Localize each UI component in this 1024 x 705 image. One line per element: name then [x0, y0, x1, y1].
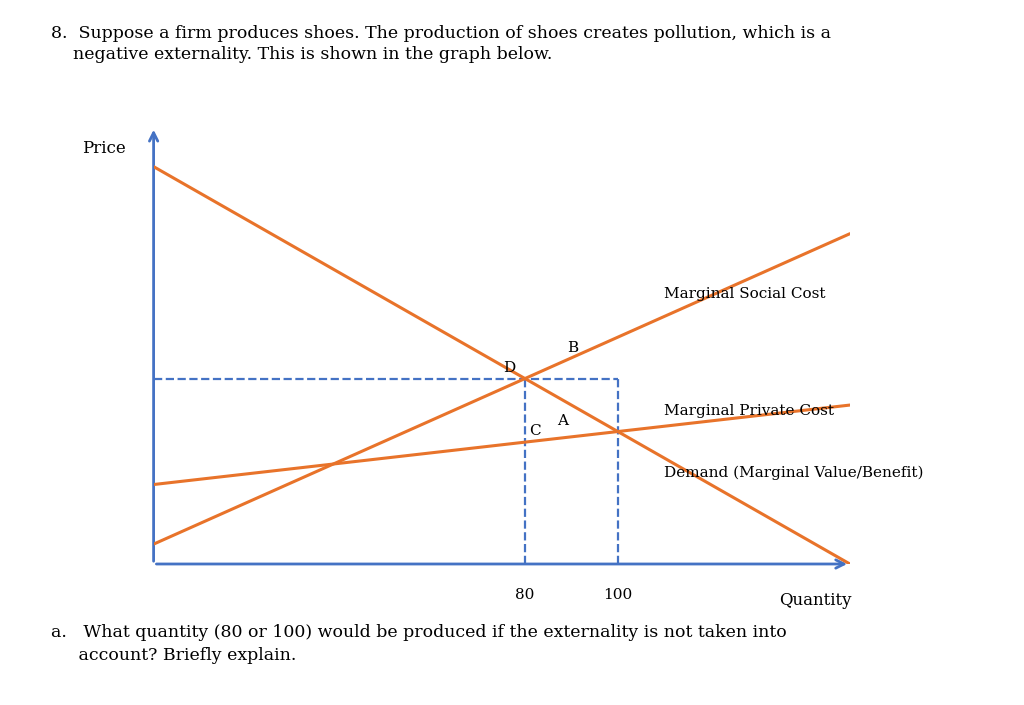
Text: Quantity: Quantity	[779, 591, 851, 609]
Text: Price: Price	[82, 140, 126, 157]
Text: Marginal Private Cost: Marginal Private Cost	[665, 404, 835, 418]
Text: Marginal Social Cost: Marginal Social Cost	[665, 286, 825, 300]
Text: a.   What quantity (80 or 100) would be produced if the externality is not taken: a. What quantity (80 or 100) would be pr…	[51, 624, 787, 641]
Text: negative externality. This is shown in the graph below.: negative externality. This is shown in t…	[51, 46, 553, 63]
Text: Demand (Marginal Value/Benefit): Demand (Marginal Value/Benefit)	[665, 466, 924, 480]
Text: D: D	[504, 360, 516, 374]
Text: C: C	[529, 424, 542, 439]
Text: account? Briefly explain.: account? Briefly explain.	[51, 647, 297, 664]
Text: 100: 100	[603, 588, 633, 602]
Text: 80: 80	[515, 588, 535, 602]
Text: A: A	[557, 414, 568, 427]
Text: 8.  Suppose a firm produces shoes. The production of shoes creates pollution, wh: 8. Suppose a firm produces shoes. The pr…	[51, 25, 831, 42]
Text: B: B	[566, 341, 578, 355]
